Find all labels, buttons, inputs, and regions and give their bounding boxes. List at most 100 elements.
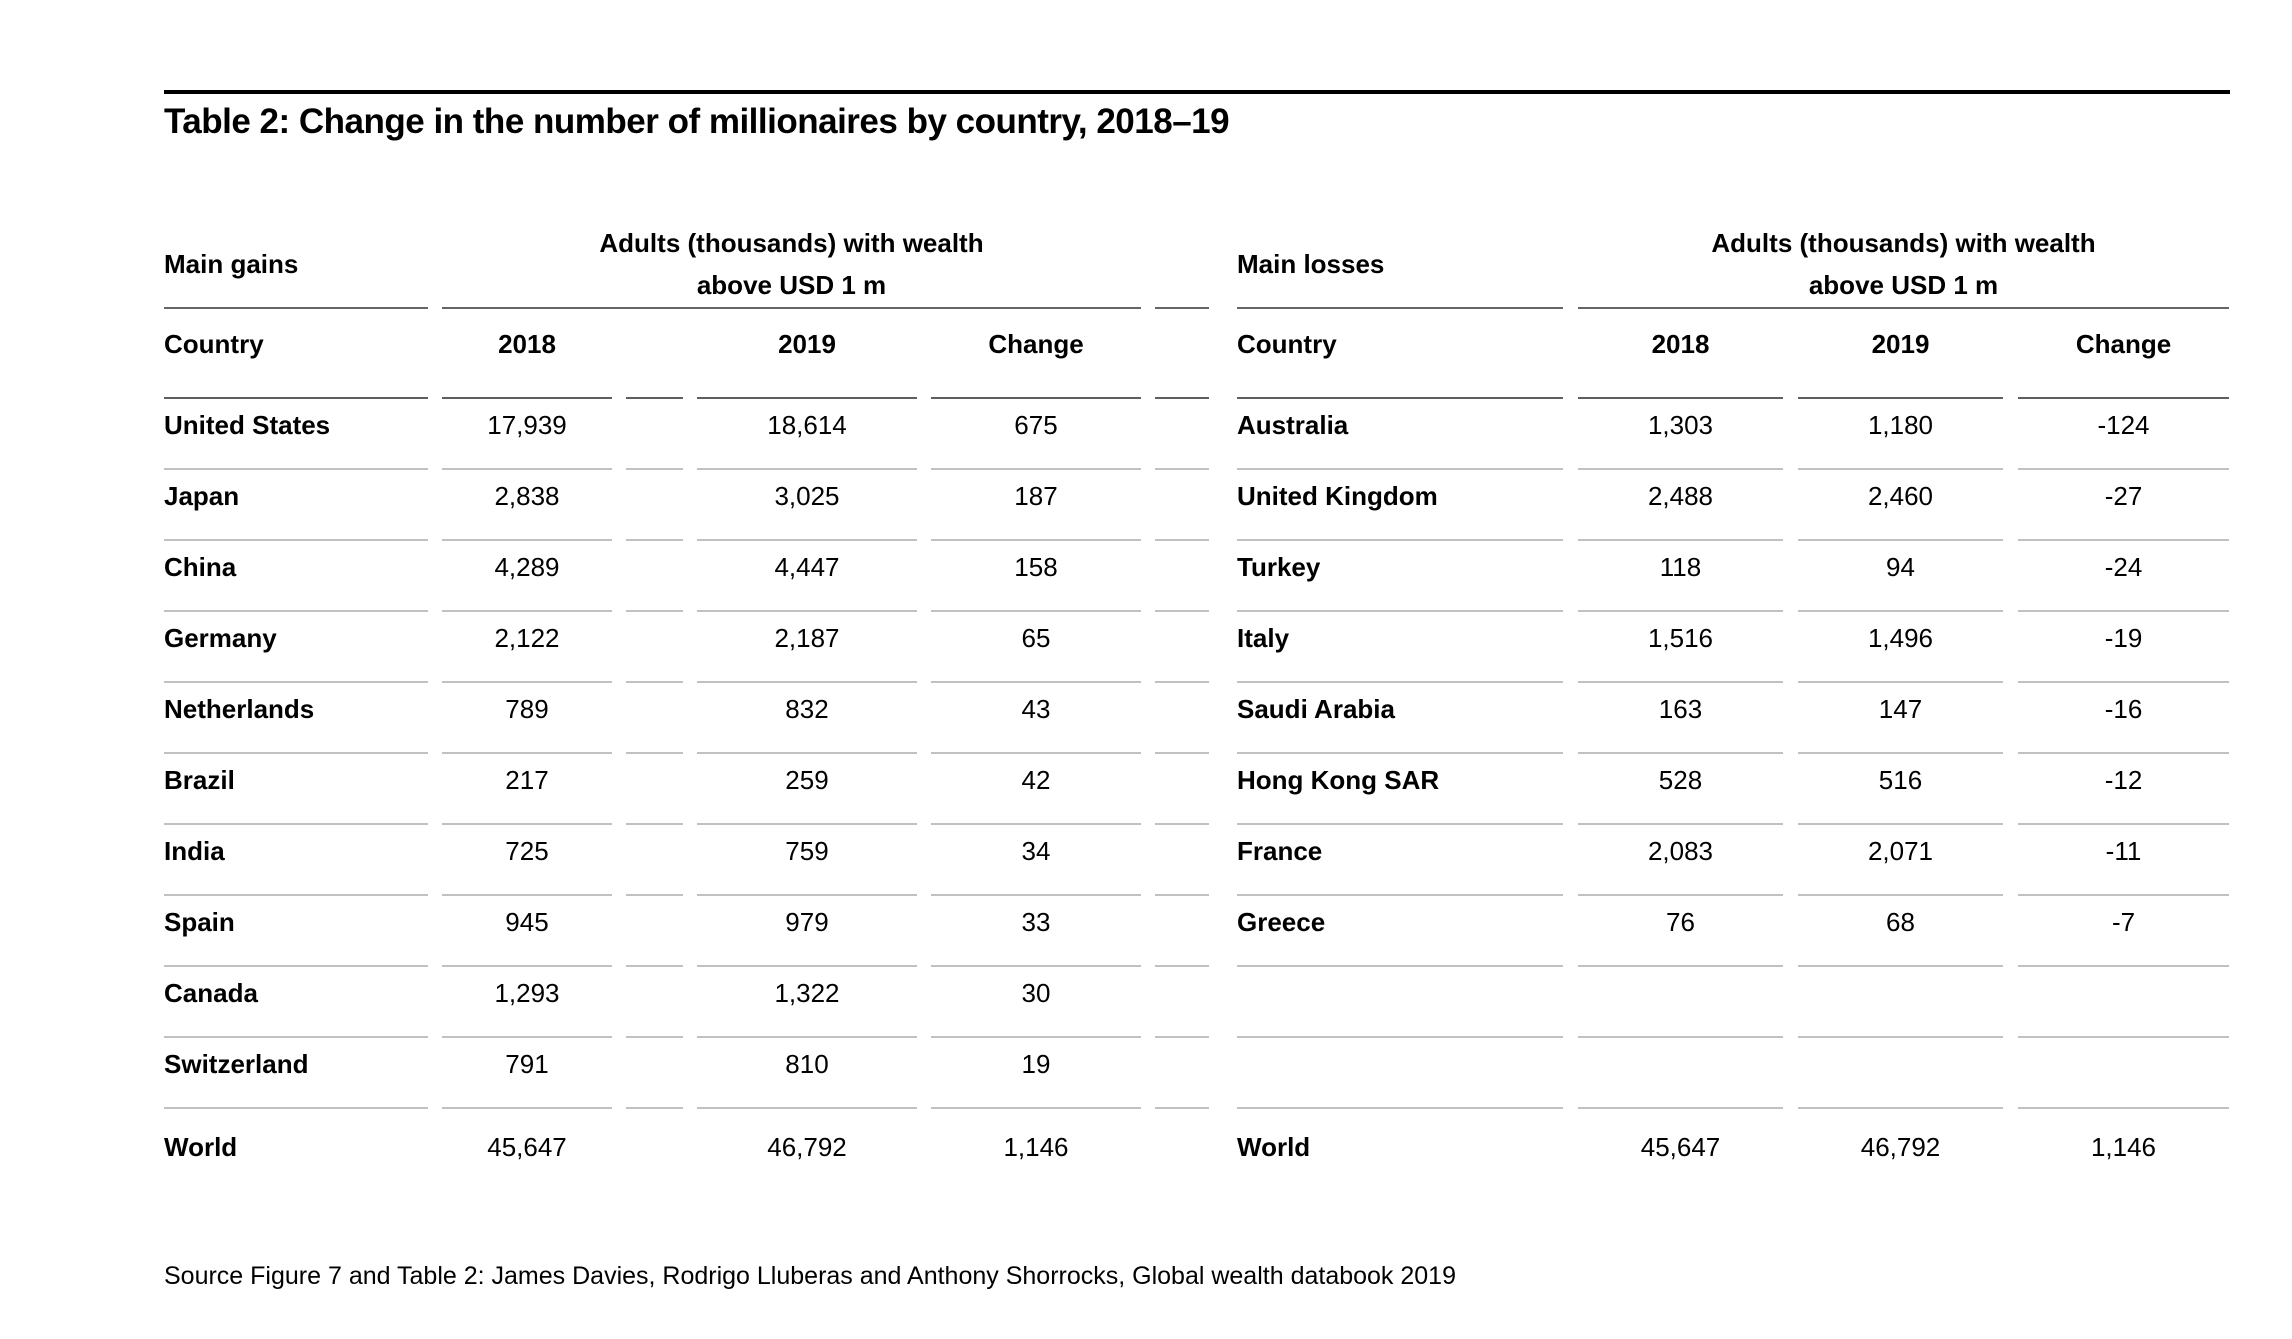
gains-group-header-line1: Adults (thousands) with wealth <box>599 228 984 258</box>
losses-row-empty <box>1578 1038 1783 1109</box>
gains-row-2018: 791 <box>442 1038 612 1109</box>
losses-row-empty <box>1237 1038 1563 1109</box>
losses-row-2018: 2,083 <box>1578 825 1783 896</box>
losses-total-change: 1,146 <box>2090 1131 2157 1162</box>
gains-row-2019: 1,322 <box>697 967 917 1038</box>
losses-row-change: -19 <box>2018 612 2229 683</box>
gains-row-2019: 18,614 <box>697 399 917 470</box>
losses-row-2019: 1,180 <box>1798 399 2003 470</box>
losses-table: Main losses Adults (thousands) with weal… <box>1237 221 2229 1185</box>
gains-row-country: Brazil <box>164 754 428 825</box>
losses-col-2018: 2018 <box>1578 309 1783 399</box>
gains-row-2019: 4,447 <box>697 541 917 612</box>
losses-row-country: Turkey <box>1237 541 1563 612</box>
spacer-cell <box>626 541 683 612</box>
gains-row-change: 65 <box>931 612 1141 683</box>
losses-row-2018: 163 <box>1578 683 1783 754</box>
gains-row-country: Switzerland <box>164 1038 428 1109</box>
losses-row-change: -7 <box>2018 896 2229 967</box>
gains-row-2018: 789 <box>442 683 612 754</box>
gains-total-2019: 46,792 <box>767 1131 847 1162</box>
gains-row-country: Netherlands <box>164 683 428 754</box>
losses-row-2018: 1,303 <box>1578 399 1783 470</box>
spacer-cell <box>1155 825 1209 896</box>
losses-row-empty <box>1237 967 1563 1038</box>
losses-row-2019: 1,496 <box>1798 612 2003 683</box>
losses-row-country: France <box>1237 825 1563 896</box>
losses-group-header-line1: Adults (thousands) with wealth <box>1711 228 2096 258</box>
gains-row-2018: 2,838 <box>442 470 612 541</box>
losses-row-2018: 76 <box>1578 896 1783 967</box>
losses-row-2019: 94 <box>1798 541 2003 612</box>
spacer-cell <box>626 1038 683 1109</box>
gains-row-country: Canada <box>164 967 428 1038</box>
spacer-cell <box>626 399 683 470</box>
table-title: Table 2: Change in the number of million… <box>164 102 1230 141</box>
losses-row-change: -27 <box>2018 470 2229 541</box>
gains-table: Main gains Adults (thousands) with wealt… <box>164 221 1209 1185</box>
gains-row-change: 30 <box>931 967 1141 1038</box>
gains-row-change: 187 <box>931 470 1141 541</box>
gains-row-change: 33 <box>931 896 1141 967</box>
gains-row-2019: 832 <box>697 683 917 754</box>
losses-row-2018: 118 <box>1578 541 1783 612</box>
gains-row-2018: 945 <box>442 896 612 967</box>
spacer-cell <box>1155 967 1209 1038</box>
losses-group-header: Adults (thousands) with wealth above USD… <box>1578 221 2229 309</box>
losses-row-country: Italy <box>1237 612 1563 683</box>
spacer-cell <box>1155 1109 1209 1185</box>
gains-row-country: Japan <box>164 470 428 541</box>
losses-col-2019: 2019 <box>1798 309 2003 399</box>
losses-row-country: Hong Kong SAR <box>1237 754 1563 825</box>
gains-row-2018: 2,122 <box>442 612 612 683</box>
spacer-cell <box>1155 309 1209 399</box>
losses-total-2018: 45,647 <box>1640 1131 1721 1162</box>
spacer-cell <box>626 683 683 754</box>
losses-row-2019: 147 <box>1798 683 2003 754</box>
losses-group-header-line2: above USD 1 m <box>1808 270 1999 300</box>
spacer-cell <box>626 825 683 896</box>
gains-row-2018: 725 <box>442 825 612 896</box>
gains-row-2019: 979 <box>697 896 917 967</box>
spacer-cell <box>1155 1038 1209 1109</box>
gains-row-2019: 2,187 <box>697 612 917 683</box>
losses-row-country: Saudi Arabia <box>1237 683 1563 754</box>
spacer-cell <box>626 1109 683 1185</box>
spacer-cell <box>626 470 683 541</box>
gains-row-change: 19 <box>931 1038 1141 1109</box>
gains-col-2018: 2018 <box>442 309 612 399</box>
losses-row-country: Australia <box>1237 399 1563 470</box>
losses-row-change: -11 <box>2018 825 2229 896</box>
gains-row-change: 42 <box>931 754 1141 825</box>
tables-container: Main gains Adults (thousands) with wealt… <box>164 221 2229 1185</box>
top-rule <box>164 90 2230 94</box>
gains-row-change: 43 <box>931 683 1141 754</box>
losses-total-2019: 46,792 <box>1860 1131 1941 1162</box>
gains-row-2019: 810 <box>697 1038 917 1109</box>
spacer-cell <box>1155 754 1209 825</box>
losses-row-empty <box>1798 967 2003 1038</box>
losses-row-2019: 516 <box>1798 754 2003 825</box>
losses-row-empty <box>2018 967 2229 1038</box>
gains-row-2019: 3,025 <box>697 470 917 541</box>
gains-row-2018: 1,293 <box>442 967 612 1038</box>
gains-total-country: World <box>164 1131 238 1162</box>
losses-row-2018: 2,488 <box>1578 470 1783 541</box>
source-note: Source Figure 7 and Table 2: James Davie… <box>164 1262 1456 1290</box>
gains-row-2018: 4,289 <box>442 541 612 612</box>
spacer-cell <box>1155 470 1209 541</box>
gains-group-header: Adults (thousands) with wealth above USD… <box>442 221 1141 309</box>
losses-col-country: Country <box>1237 309 1563 399</box>
spacer-cell <box>626 754 683 825</box>
losses-col-change: Change <box>2018 309 2229 399</box>
losses-row-empty <box>1798 1038 2003 1109</box>
losses-row-change: -16 <box>2018 683 2229 754</box>
gains-row-2018: 217 <box>442 754 612 825</box>
spacer-cell <box>1155 221 1209 309</box>
losses-row-2018: 528 <box>1578 754 1783 825</box>
gains-group-header-line2: above USD 1 m <box>696 270 887 300</box>
gains-total-change: 1,146 <box>1003 1131 1069 1162</box>
gains-row-change: 34 <box>931 825 1141 896</box>
spacer-cell <box>1155 896 1209 967</box>
